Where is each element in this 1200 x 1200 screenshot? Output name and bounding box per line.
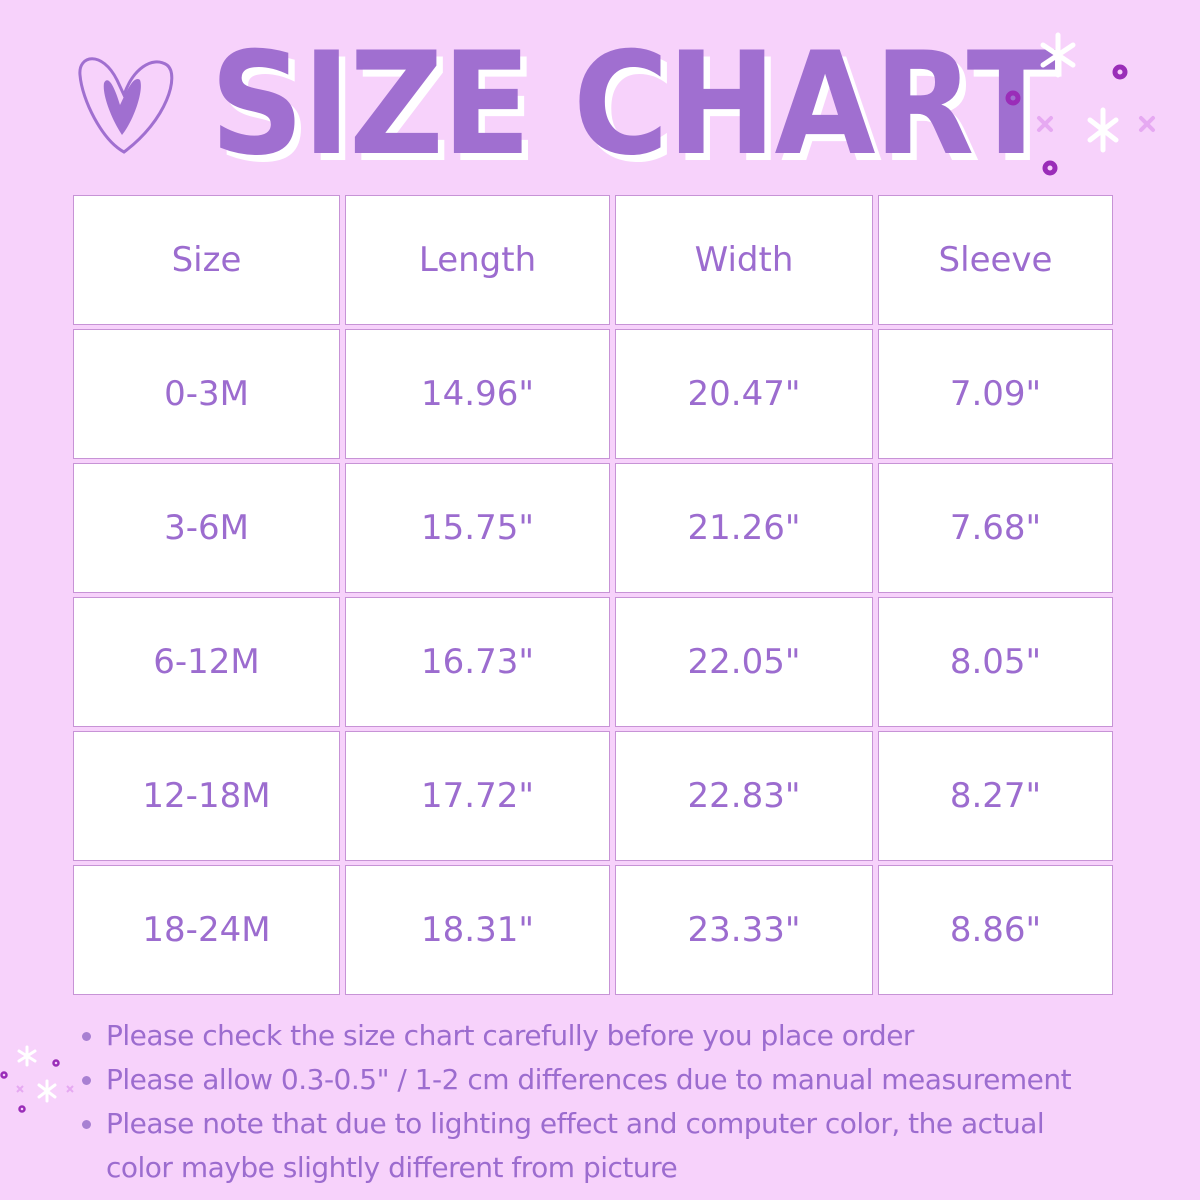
note-item: Please check the size chart carefully be… <box>106 1014 1116 1058</box>
cell-length: 15.75" <box>345 463 610 593</box>
cell-width: 20.47" <box>615 329 873 459</box>
cell-width: 22.83" <box>615 731 873 861</box>
cell-sleeve: 8.27" <box>878 731 1113 861</box>
header-size: Size <box>73 195 340 325</box>
cell-sleeve: 7.09" <box>878 329 1113 459</box>
cell-sleeve: 7.68" <box>878 463 1113 593</box>
cell-size: 18-24M <box>73 865 340 995</box>
cell-size: 3-6M <box>73 463 340 593</box>
table-header-row: Size Length Width Sleeve <box>73 195 1113 325</box>
cell-size: 6-12M <box>73 597 340 727</box>
cell-width: 23.33" <box>615 865 873 995</box>
note-item: Please allow 0.3-0.5" / 1-2 cm differenc… <box>106 1058 1116 1102</box>
cell-width: 22.05" <box>615 597 873 727</box>
size-table: Size Length Width Sleeve 0-3M 14.96" 20.… <box>68 191 1118 999</box>
cell-size: 12-18M <box>73 731 340 861</box>
table-row: 18-24M 18.31" 23.33" 8.86" <box>73 865 1113 995</box>
header-width: Width <box>615 195 873 325</box>
header-length: Length <box>345 195 610 325</box>
sparkles-small-icon <box>0 1045 74 1113</box>
table-row: 0-3M 14.96" 20.47" 7.09" <box>73 329 1113 459</box>
cell-sleeve: 8.05" <box>878 597 1113 727</box>
cell-length: 18.31" <box>345 865 610 995</box>
header-sleeve: Sleeve <box>878 195 1113 325</box>
cell-sleeve: 8.86" <box>878 865 1113 995</box>
table-row: 6-12M 16.73" 22.05" 8.05" <box>73 597 1113 727</box>
cell-size: 0-3M <box>73 329 340 459</box>
page-title: SIZE CHART <box>210 22 1056 187</box>
cell-length: 17.72" <box>345 731 610 861</box>
table-row: 3-6M 15.75" 21.26" 7.68" <box>73 463 1113 593</box>
cell-width: 21.26" <box>615 463 873 593</box>
cell-length: 16.73" <box>345 597 610 727</box>
heart-icon <box>78 57 174 154</box>
notes-list: Please check the size chart carefully be… <box>76 1014 1116 1190</box>
cell-length: 14.96" <box>345 329 610 459</box>
note-item: Please note that due to lighting effect … <box>106 1102 1116 1190</box>
table-row: 12-18M 17.72" 22.83" 8.27" <box>73 731 1113 861</box>
sparkles-icon <box>1005 32 1155 176</box>
